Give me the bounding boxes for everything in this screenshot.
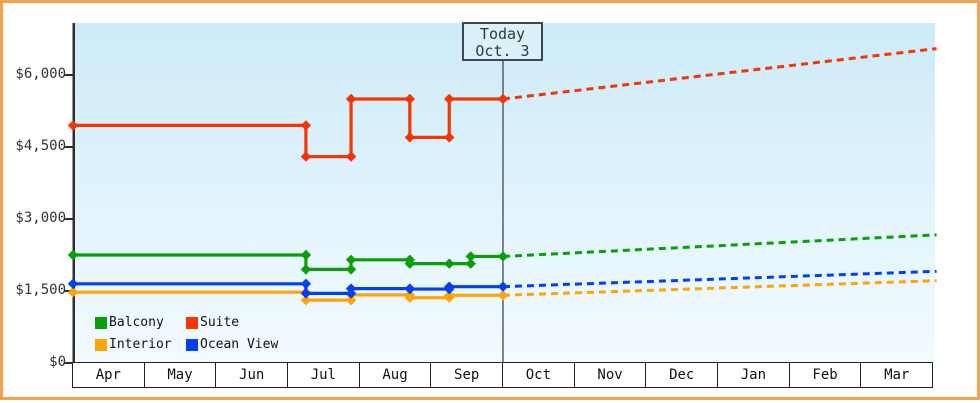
month-cell-may: May: [145, 363, 217, 387]
month-cell-feb: Feb: [790, 363, 862, 387]
legend-swatch-icon: [95, 316, 107, 329]
month-cell-oct: Oct: [503, 363, 575, 387]
y-axis-label: $0: [49, 354, 66, 370]
series-forecast-interior: [502, 279, 937, 297]
month-cell-sep: Sep: [431, 363, 504, 387]
month-axis: Apr May Jun Jul Aug Sep Oct Nov Dec Jan Feb Mar: [72, 362, 933, 388]
series-forecast-balcony: [502, 233, 937, 258]
legend-item-suite: Suite: [186, 315, 278, 330]
y-axis-line: [72, 23, 75, 375]
month-cell-nov: Nov: [575, 363, 647, 387]
month-cell-apr: Apr: [73, 363, 145, 387]
y-axis-label: $4,500: [15, 138, 66, 154]
y-axis-label: $3,000: [15, 210, 66, 226]
month-cell-jan: Jan: [718, 363, 790, 387]
legend-swatch-icon: [95, 338, 107, 351]
month-cell-dec: Dec: [646, 363, 719, 387]
legend-label: Ocean View: [200, 337, 279, 352]
legend-label: Balcony: [109, 315, 164, 330]
month-cell-jul: Jul: [288, 363, 360, 387]
today-marker-date: Oct. 3: [475, 42, 530, 60]
legend-item-balcony: Balcony: [95, 315, 186, 330]
legend-swatch-icon: [186, 316, 198, 329]
today-marker-box: Today Oct. 3: [462, 22, 543, 61]
month-cell-mar: Mar: [884, 367, 910, 383]
legend-item-ocean-view: Ocean View: [186, 337, 278, 352]
plot-area: [75, 23, 935, 363]
y-axis-label: $1,500: [15, 282, 66, 298]
chart-canvas: [64, 23, 937, 375]
legend-label: Interior: [109, 337, 172, 352]
month-cell-aug: Aug: [360, 363, 432, 387]
series-line-suite: [73, 97, 503, 159]
chart-legend: Balcony Suite Interior Ocean View: [95, 315, 278, 352]
y-axis-label: $6,000: [15, 66, 66, 82]
series-forecast-suite: [502, 47, 937, 101]
month-cell-jun: Jun: [216, 363, 289, 387]
series-forecast-ocean-view: [502, 269, 937, 289]
legend-label: Suite: [200, 315, 240, 330]
legend-swatch-icon: [186, 338, 198, 351]
legend-item-interior: Interior: [95, 337, 186, 352]
today-marker-title: Today: [479, 25, 526, 43]
